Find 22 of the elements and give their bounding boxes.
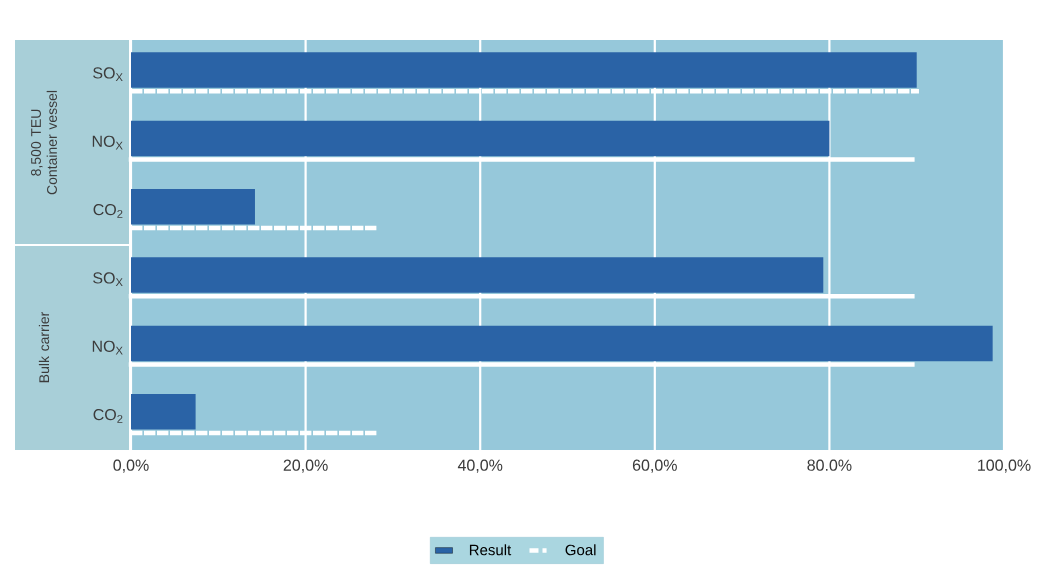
bar: [131, 120, 830, 157]
x-tick-label: 100,0%: [978, 459, 1031, 473]
legend-label: Goal: [565, 544, 596, 556]
y-tick-label: SO$_{X}$: [93, 272, 123, 287]
bar: [131, 257, 824, 293]
y-tick-label: NO$_{X}$: [92, 340, 123, 355]
legend-label: Result: [469, 544, 512, 556]
y-tick-label: SO$_{X}$: [93, 67, 123, 82]
y-tick-label: NO$_{X}$: [92, 135, 123, 150]
x-tick-label: 60,0%: [632, 459, 677, 473]
y-tick-label: CO$_{2}$: [93, 408, 123, 423]
bar: [131, 52, 917, 88]
x-tick-label: 20,0%: [283, 459, 328, 473]
bar: [131, 325, 993, 362]
y-tick-label: CO$_{2}$: [93, 203, 123, 218]
text: Bulk carrier: [38, 311, 50, 383]
x-tick-label: 40,0%: [457, 459, 503, 473]
x-tick-label: 0,0%: [113, 459, 149, 473]
bar: [131, 393, 196, 430]
x-tick-label: 80.0%: [807, 459, 852, 471]
text: 8,500 TEU Container vessel: [31, 90, 57, 195]
bar: [131, 188, 255, 225]
